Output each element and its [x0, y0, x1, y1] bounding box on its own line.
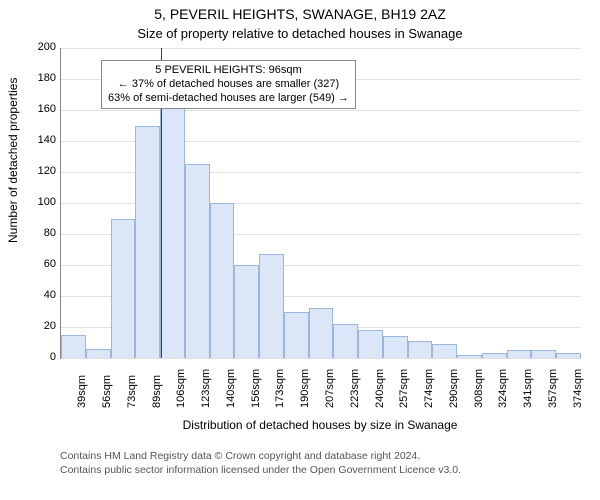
- histogram-bar: [457, 355, 482, 358]
- x-tick-label: 207sqm: [324, 369, 336, 408]
- histogram-bar: [210, 203, 235, 358]
- chart-container: 5, PEVERIL HEIGHTS, SWANAGE, BH19 2AZ Si…: [0, 0, 600, 500]
- y-tick-label: 180: [26, 72, 56, 84]
- histogram-bar: [383, 336, 408, 358]
- histogram-bar: [358, 330, 383, 358]
- histogram-bar: [531, 350, 556, 358]
- y-tick-label: 120: [26, 165, 56, 177]
- x-tick-label: 290sqm: [448, 369, 460, 408]
- y-tick-label: 160: [26, 103, 56, 115]
- y-tick-label: 0: [26, 351, 56, 363]
- chart-title: 5, PEVERIL HEIGHTS, SWANAGE, BH19 2AZ: [0, 6, 600, 22]
- histogram-bar: [234, 265, 259, 358]
- histogram-bar: [160, 105, 185, 358]
- annotation-box: 5 PEVERIL HEIGHTS: 96sqm← 37% of detache…: [101, 60, 356, 109]
- histogram-bar: [309, 308, 334, 358]
- x-tick-label: 140sqm: [225, 369, 237, 408]
- histogram-bar: [61, 335, 86, 358]
- footer-line-2: Contains public sector information licen…: [60, 464, 461, 478]
- histogram-bar: [259, 254, 284, 358]
- x-tick-label: 39sqm: [76, 375, 88, 408]
- annotation-line: ← 37% of detached houses are smaller (32…: [108, 78, 349, 92]
- gridline: [61, 110, 581, 111]
- x-axis-label: Distribution of detached houses by size …: [60, 418, 580, 432]
- gridline: [61, 358, 581, 359]
- gridline: [61, 48, 581, 49]
- x-tick-label: 190sqm: [299, 369, 311, 408]
- y-tick-label: 20: [26, 320, 56, 332]
- histogram-bar: [86, 349, 111, 358]
- y-tick-label: 80: [26, 227, 56, 239]
- histogram-bar: [408, 341, 433, 358]
- x-tick-label: 324sqm: [497, 369, 509, 408]
- x-tick-label: 156sqm: [250, 369, 262, 408]
- histogram-bar: [135, 126, 160, 359]
- annotation-line: 63% of semi-detached houses are larger (…: [108, 92, 349, 106]
- histogram-bar: [482, 353, 507, 358]
- x-tick-label: 308sqm: [473, 369, 485, 408]
- x-tick-label: 56sqm: [101, 375, 113, 408]
- footer-line-1: Contains HM Land Registry data © Crown c…: [60, 450, 461, 464]
- y-tick-label: 140: [26, 134, 56, 146]
- x-tick-label: 223sqm: [349, 369, 361, 408]
- histogram-bar: [111, 219, 136, 359]
- x-tick-label: 106sqm: [175, 369, 187, 408]
- x-tick-label: 89sqm: [151, 375, 163, 408]
- x-tick-label: 73sqm: [126, 375, 138, 408]
- footer-attribution: Contains HM Land Registry data © Crown c…: [60, 450, 461, 477]
- y-tick-label: 200: [26, 41, 56, 53]
- x-tick-label: 357sqm: [547, 369, 559, 408]
- y-tick-label: 60: [26, 258, 56, 270]
- histogram-bar: [507, 350, 532, 358]
- x-tick-label: 257sqm: [398, 369, 410, 408]
- x-tick-label: 374sqm: [572, 369, 584, 408]
- histogram-bar: [556, 353, 581, 358]
- x-tick-label: 173sqm: [274, 369, 286, 408]
- y-tick-label: 100: [26, 196, 56, 208]
- histogram-bar: [432, 344, 457, 358]
- x-tick-label: 341sqm: [522, 369, 534, 408]
- plot-area: 5 PEVERIL HEIGHTS: 96sqm← 37% of detache…: [60, 48, 581, 359]
- chart-subtitle: Size of property relative to detached ho…: [0, 26, 600, 41]
- histogram-bar: [333, 324, 358, 358]
- y-tick-label: 40: [26, 289, 56, 301]
- x-tick-label: 274sqm: [423, 369, 435, 408]
- histogram-bar: [185, 164, 210, 358]
- x-tick-label: 240sqm: [374, 369, 386, 408]
- annotation-line: 5 PEVERIL HEIGHTS: 96sqm: [108, 64, 349, 78]
- histogram-bar: [284, 312, 309, 359]
- x-tick-label: 123sqm: [200, 369, 212, 408]
- y-axis-label: Number of detached properties: [6, 78, 20, 243]
